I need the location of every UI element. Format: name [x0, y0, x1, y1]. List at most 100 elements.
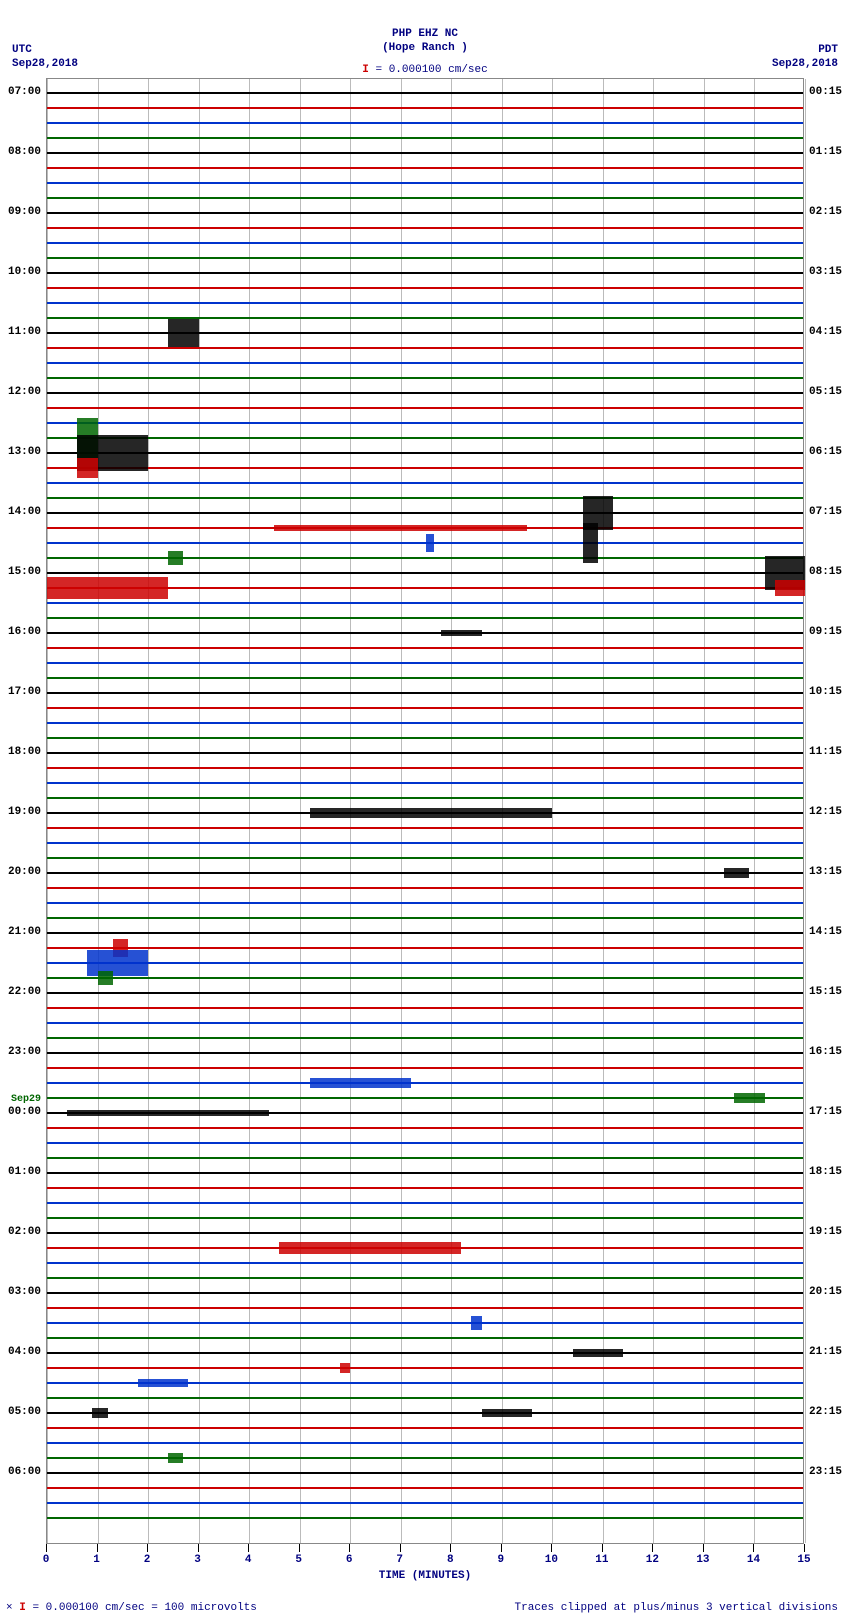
seismic-trace — [47, 1187, 803, 1189]
scale-text: = 0.000100 cm/sec — [376, 64, 488, 76]
local-hour-label: 03:15 — [809, 266, 842, 278]
x-tick-label: 0 — [43, 1554, 50, 1566]
seismic-trace — [47, 362, 803, 364]
local-hour-label: 09:15 — [809, 626, 842, 638]
utc-hour-label: 11:00 — [8, 326, 41, 338]
seismic-trace — [47, 302, 803, 304]
local-hour-label: 04:15 — [809, 326, 842, 338]
seismic-event — [310, 808, 553, 818]
seismic-event — [77, 458, 97, 478]
seismic-trace — [47, 977, 803, 979]
seismic-trace — [47, 1082, 803, 1084]
seismic-event — [168, 319, 198, 347]
x-tick — [804, 1544, 805, 1552]
seismic-trace — [47, 722, 803, 724]
x-tick-label: 14 — [747, 1554, 760, 1566]
footer-prefix: × — [6, 1602, 13, 1614]
seismic-event — [168, 551, 183, 565]
seismic-trace — [47, 1397, 803, 1399]
seismic-event — [426, 534, 434, 552]
seismic-trace — [47, 272, 803, 274]
seismic-trace — [47, 842, 803, 844]
seismic-trace — [47, 182, 803, 184]
seismic-event — [724, 868, 749, 878]
seismic-trace — [47, 1067, 803, 1069]
seismic-trace — [47, 857, 803, 859]
date-right: Sep28,2018 — [772, 58, 838, 70]
footer-scale-text: = 0.000100 cm/sec = 100 microvolts — [32, 1602, 256, 1614]
seismic-trace — [47, 602, 803, 604]
seismic-trace — [47, 1502, 803, 1504]
utc-hour-label: 04:00 — [8, 1346, 41, 1358]
footer-scale: × I = 0.000100 cm/sec = 100 microvolts — [6, 1602, 257, 1614]
x-tick-label: 9 — [497, 1554, 504, 1566]
utc-hour-label: 10:00 — [8, 266, 41, 278]
scale-bar-icon: I — [362, 64, 369, 76]
seismic-trace — [47, 122, 803, 124]
seismic-trace — [47, 452, 803, 454]
seismic-trace — [47, 1487, 803, 1489]
x-tick-label: 4 — [245, 1554, 252, 1566]
x-tick — [97, 1544, 98, 1552]
seismic-event — [441, 630, 481, 636]
seismic-trace — [47, 92, 803, 94]
seismic-trace — [47, 872, 803, 874]
local-hour-label: 05:15 — [809, 386, 842, 398]
seismic-trace — [47, 407, 803, 409]
utc-hour-label: 14:00 — [8, 506, 41, 518]
seismic-trace — [47, 1457, 803, 1459]
utc-hour-label: 02:00 — [8, 1226, 41, 1238]
seismic-trace — [47, 947, 803, 949]
local-hour-label: 13:15 — [809, 866, 842, 878]
seismic-trace — [47, 797, 803, 799]
x-tick-label: 3 — [194, 1554, 201, 1566]
station-code: PHP EHZ NC — [392, 28, 458, 40]
seismic-trace — [47, 572, 803, 574]
local-hour-label: 10:15 — [809, 686, 842, 698]
seismic-trace — [47, 1292, 803, 1294]
seismic-trace — [47, 1007, 803, 1009]
utc-hour-label: 06:00 — [8, 1466, 41, 1478]
date-change-label: Sep29 — [11, 1094, 41, 1105]
local-hour-label: 17:15 — [809, 1106, 842, 1118]
x-tick — [198, 1544, 199, 1552]
seismic-event — [482, 1409, 533, 1417]
x-tick — [753, 1544, 754, 1552]
local-hour-label: 12:15 — [809, 806, 842, 818]
seismic-trace — [47, 1412, 803, 1414]
seismic-event — [775, 580, 805, 596]
seismic-event — [274, 525, 527, 531]
x-tick-label: 8 — [447, 1554, 454, 1566]
x-tick — [703, 1544, 704, 1552]
utc-hour-label: 15:00 — [8, 566, 41, 578]
local-hour-label: 14:15 — [809, 926, 842, 938]
x-tick-label: 1 — [93, 1554, 100, 1566]
utc-hour-label: 21:00 — [8, 926, 41, 938]
seismogram-page: PHP EHZ NC (Hope Ranch ) I = 0.000100 cm… — [0, 0, 850, 1622]
utc-hour-label: 12:00 — [8, 386, 41, 398]
seismic-event — [340, 1363, 350, 1373]
utc-hour-label: 16:00 — [8, 626, 41, 638]
seismic-trace — [47, 827, 803, 829]
seismic-event — [47, 577, 168, 599]
seismic-trace — [47, 257, 803, 259]
utc-hour-label: 09:00 — [8, 206, 41, 218]
seismic-trace — [47, 1127, 803, 1129]
x-tick — [400, 1544, 401, 1552]
seismic-trace — [47, 1202, 803, 1204]
local-hour-label: 06:15 — [809, 446, 842, 458]
local-hour-label: 01:15 — [809, 146, 842, 158]
seismic-trace — [47, 152, 803, 154]
seismic-trace — [47, 1262, 803, 1264]
seismic-trace — [47, 242, 803, 244]
seismic-trace — [47, 677, 803, 679]
utc-hour-label: 00:00 — [8, 1106, 41, 1118]
local-hour-label: 07:15 — [809, 506, 842, 518]
seismic-trace — [47, 1022, 803, 1024]
x-tick-label: 5 — [295, 1554, 302, 1566]
seismic-trace — [47, 107, 803, 109]
seismic-trace — [47, 647, 803, 649]
seismic-trace — [47, 887, 803, 889]
x-tick — [501, 1544, 502, 1552]
x-axis-label: TIME (MINUTES) — [379, 1570, 471, 1582]
